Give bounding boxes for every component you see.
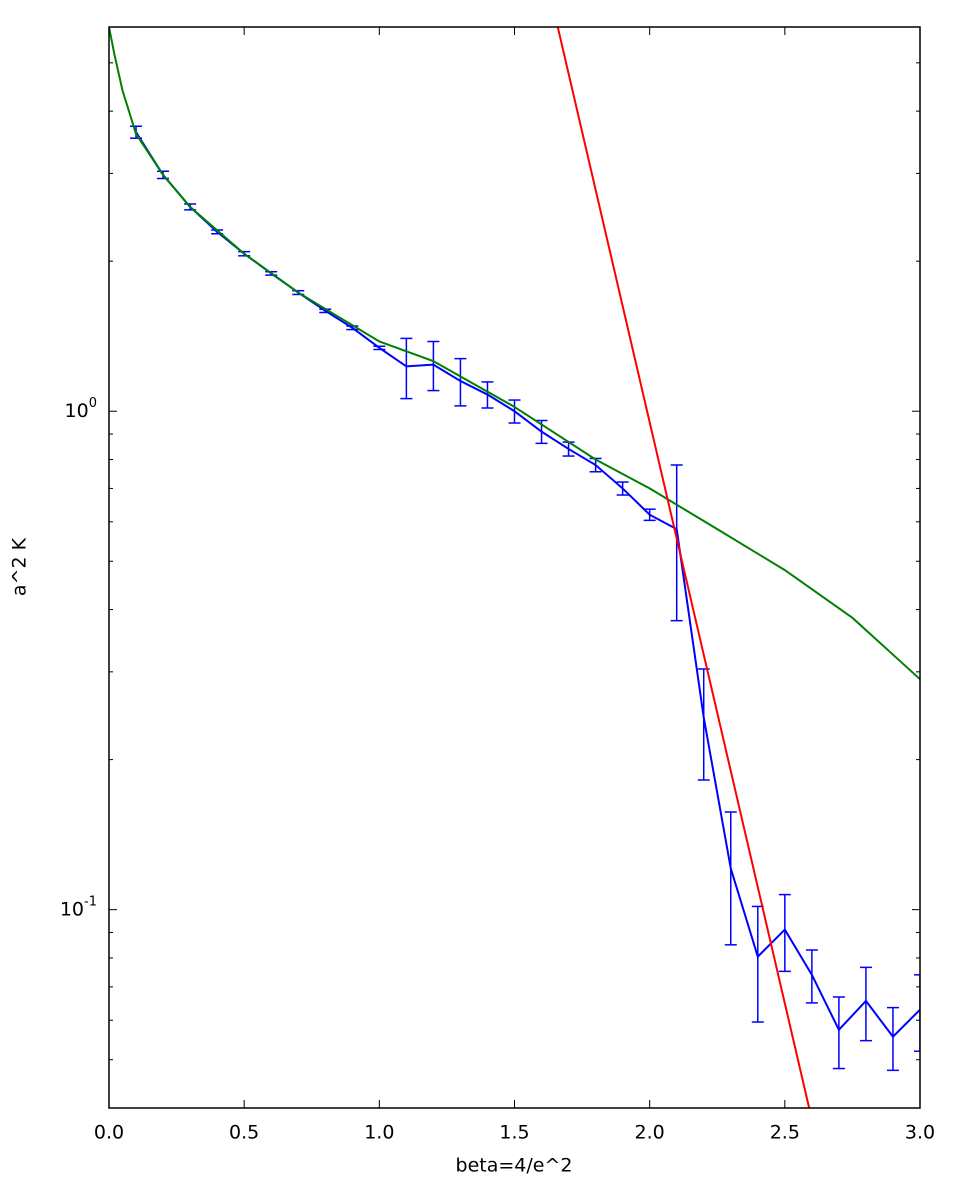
error-bar bbox=[724, 811, 737, 946]
error-bar bbox=[508, 399, 521, 424]
x-tick-label: 1.5 bbox=[499, 1122, 529, 1144]
error-bar bbox=[481, 381, 494, 409]
error-bar bbox=[427, 340, 440, 392]
error-bar bbox=[859, 966, 872, 1042]
error-bar bbox=[616, 481, 629, 496]
y-tick-base: 10 bbox=[60, 898, 84, 920]
series-line bbox=[135, 131, 920, 1039]
y-tick-label: 100 bbox=[65, 396, 97, 422]
x-tick-label: 2.5 bbox=[770, 1122, 800, 1144]
y-axis-label: a^2 K bbox=[9, 537, 31, 596]
error-bar bbox=[778, 893, 791, 973]
x-tick-label: 2.0 bbox=[635, 1122, 665, 1144]
y-tick-label: 10-1 bbox=[60, 894, 97, 920]
error-bar bbox=[400, 337, 413, 400]
error-bar bbox=[373, 345, 386, 351]
error-bar bbox=[805, 949, 818, 1004]
series-line bbox=[556, 27, 811, 1108]
y-tick-exponent: -1 bbox=[84, 894, 97, 909]
x-tick-label: 1.0 bbox=[364, 1122, 394, 1144]
error-bar bbox=[454, 357, 467, 407]
plot-area bbox=[109, 27, 920, 1108]
error-bar bbox=[643, 508, 656, 522]
error-bar bbox=[914, 974, 920, 1052]
x-tick-label: 3.0 bbox=[905, 1122, 935, 1144]
x-axis-label: beta=4/e^2 bbox=[456, 1155, 573, 1177]
error-bar bbox=[886, 1006, 899, 1072]
x-tick-label: 0.0 bbox=[94, 1122, 124, 1144]
x-tick-label: 0.5 bbox=[229, 1122, 259, 1144]
error-bar bbox=[832, 996, 845, 1070]
error-bar bbox=[751, 905, 764, 1023]
plot-frame bbox=[108, 26, 921, 1109]
series-line bbox=[109, 27, 920, 680]
y-tick-base: 10 bbox=[65, 400, 89, 422]
y-tick-exponent: 0 bbox=[89, 396, 97, 411]
